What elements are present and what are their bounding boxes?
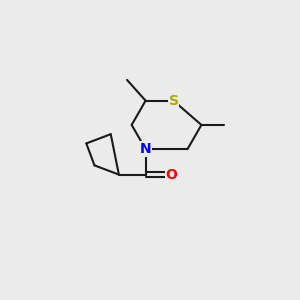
Text: S: S bbox=[169, 94, 178, 108]
Text: N: N bbox=[140, 142, 152, 156]
Text: O: O bbox=[165, 168, 177, 182]
